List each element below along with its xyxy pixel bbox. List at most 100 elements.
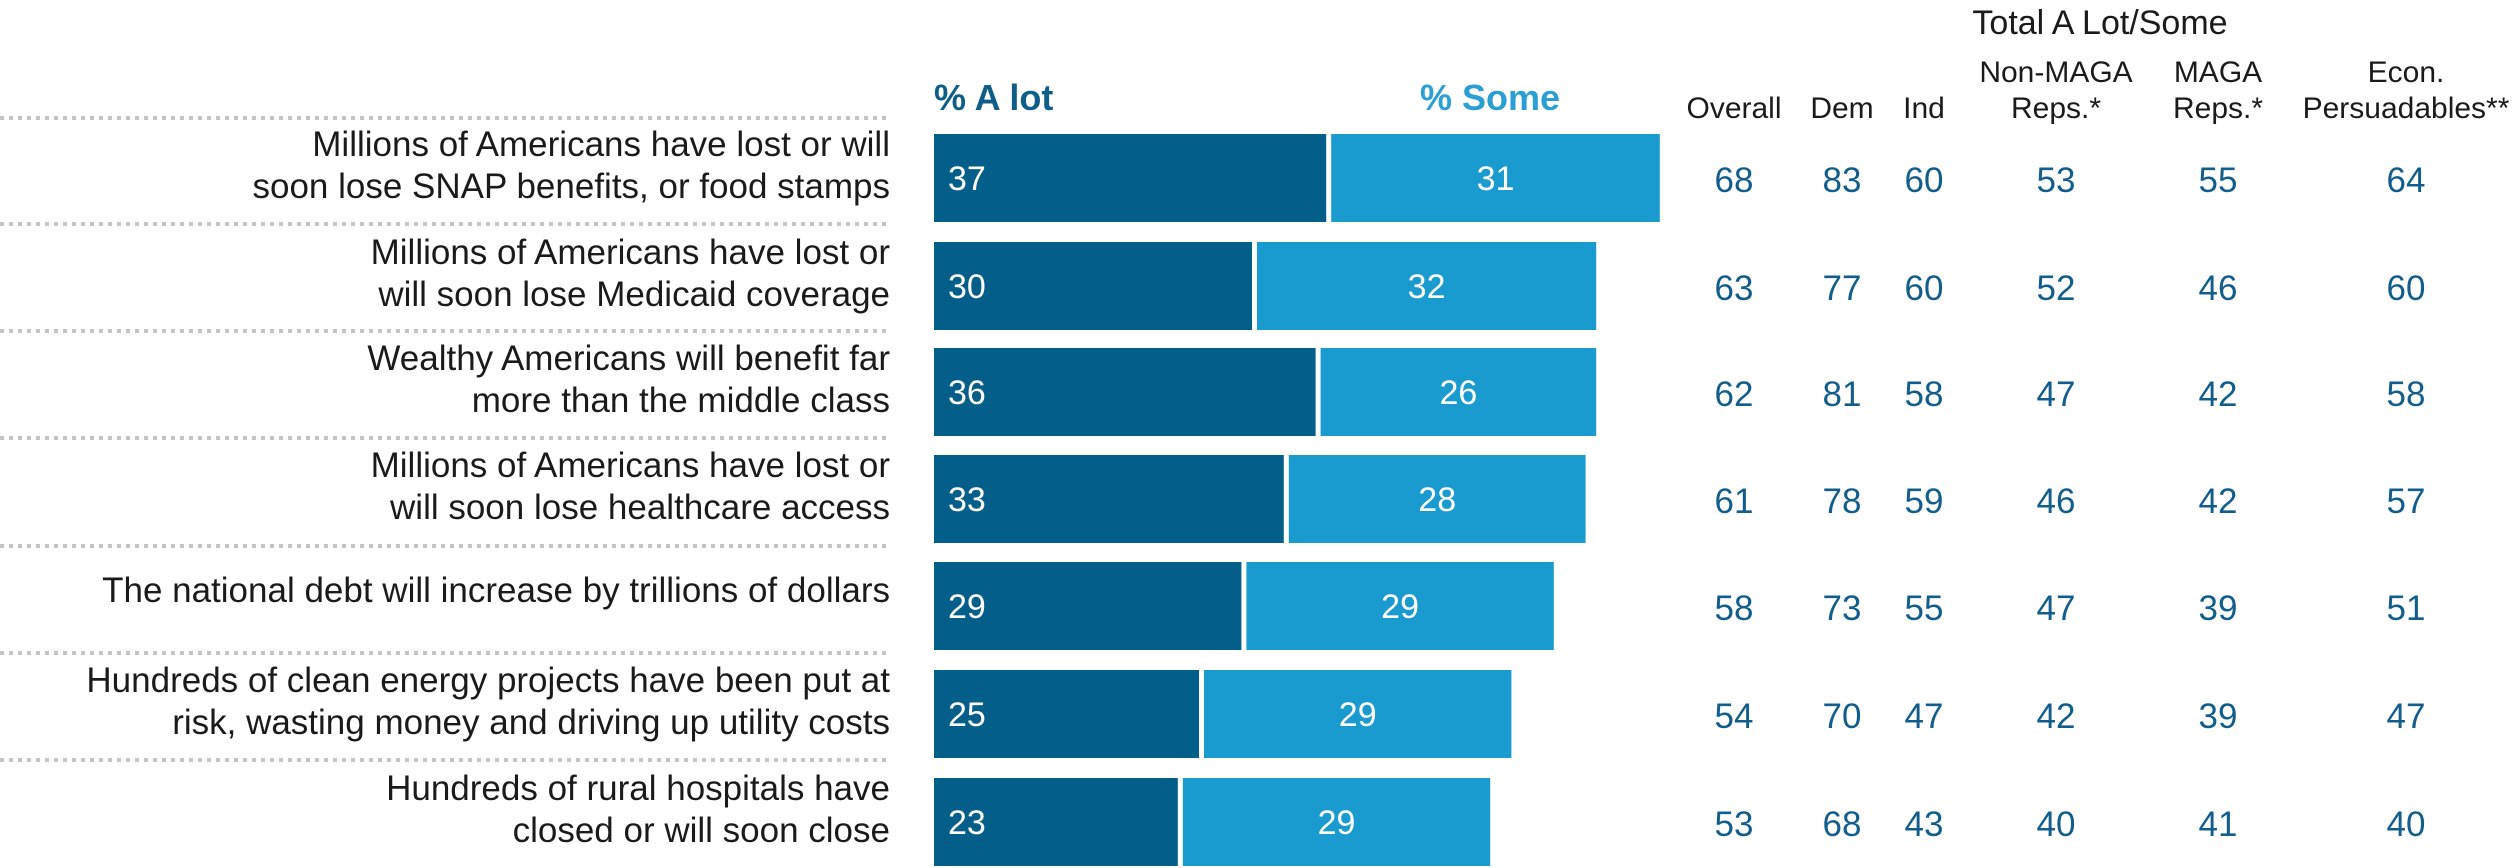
table-value: 43 [1905, 805, 1944, 844]
table-column-header-line: Ind [1903, 92, 1945, 125]
table-value: 47 [2387, 697, 2426, 736]
table-value: 42 [2037, 697, 2076, 736]
table-value: 64 [2387, 161, 2426, 200]
row-label-line: Millions of Americans have lost or will [312, 125, 890, 164]
bar-some [1288, 455, 1586, 543]
table-column-header: Econ. Persuadables** [2303, 56, 2510, 125]
bar-a-lot [934, 242, 1252, 330]
bar-a-lot-label: 36 [948, 374, 986, 412]
bar-a-lot-label: 33 [948, 481, 986, 519]
row-label-line: Hundreds of clean energy projects have b… [86, 661, 890, 700]
table-column-header: Non-MAGA Reps.* [1979, 56, 2132, 125]
table-value: 42 [2199, 375, 2238, 414]
row-label: Hundreds of rural hospitals have closed o… [386, 769, 890, 850]
table-value: 58 [1715, 589, 1754, 628]
bar-a-lot-label: 30 [948, 268, 986, 306]
row-label: Millions of Americans have lost or will s… [371, 446, 891, 527]
table-value: 55 [2199, 161, 2238, 200]
bar-a-lot [934, 670, 1199, 758]
table-value: 40 [2387, 805, 2426, 844]
bar-a-lot [934, 455, 1284, 543]
table-value: 62 [1715, 375, 1754, 414]
table-value: 60 [1905, 269, 1944, 308]
bar-some-label: 29 [1381, 588, 1419, 626]
table-value: 60 [2387, 269, 2426, 308]
table-value: 63 [1715, 269, 1754, 308]
row-label-line: Wealthy Americans will benefit far [367, 339, 890, 378]
table-column-header-line: MAGA [2174, 56, 2262, 89]
bar-some [1257, 242, 1597, 330]
table-column-header: Dem [1810, 92, 1873, 125]
row-label-line: closed or will soon close [513, 811, 890, 850]
table-column-header: MAGA Reps.* [2173, 56, 2263, 125]
table-column-header-line: Dem [1810, 92, 1873, 125]
table-value: 77 [1823, 269, 1862, 308]
row-label-line: Millions of Americans have lost or [371, 446, 891, 485]
table-value: 58 [2387, 375, 2426, 414]
row-label-line: soon lose SNAP benefits, or food stamps [253, 167, 891, 206]
row-label: Wealthy Americans will benefit far more t… [367, 339, 890, 420]
bar-some-label: 26 [1439, 374, 1477, 412]
table-value: 68 [1823, 805, 1862, 844]
table-value: 40 [2037, 805, 2076, 844]
bar-a-lot [934, 134, 1327, 222]
row-label-line: will soon lose Medicaid coverage [377, 275, 890, 314]
table-value: 73 [1823, 589, 1862, 628]
table-value: 61 [1715, 482, 1754, 521]
row-label-line: Hundreds of rural hospitals have [386, 769, 890, 808]
bar-a-lot-label: 23 [948, 804, 986, 842]
table-value: 47 [1905, 697, 1944, 736]
table-column-header-line: Reps.* [2011, 92, 2101, 125]
row-separators [0, 116, 890, 762]
bar-some [1246, 562, 1554, 650]
table-column-header-line: Reps.* [2173, 92, 2263, 125]
table-value: 81 [1823, 375, 1862, 414]
row-label-line: risk, wasting money and driving up utili… [172, 703, 890, 742]
table-value: 46 [2037, 482, 2076, 521]
bar-some-label: 29 [1318, 804, 1356, 842]
bar-a-lot-label: 25 [948, 696, 986, 734]
row-label: The national debt will increase by trill… [102, 571, 890, 610]
bar-some-label: 31 [1477, 160, 1515, 198]
table-column-header-line: Persuadables** [2303, 92, 2510, 125]
bar-a-lot [934, 778, 1178, 866]
row-label: Hundreds of clean energy projects have b… [86, 661, 890, 742]
row-label-line: The national debt will increase by trill… [102, 571, 890, 610]
table-value: 42 [2199, 482, 2238, 521]
row-label-line: Millions of Americans have lost or [371, 233, 891, 272]
table-value: 53 [1715, 805, 1754, 844]
row-labels: Millions of Americans have lost or will s… [86, 125, 890, 850]
table-value: 58 [1905, 375, 1944, 414]
table-column-header-line: Econ. [2368, 56, 2445, 89]
bar-a-lot-label: 37 [948, 160, 986, 198]
table-value: 39 [2199, 697, 2238, 736]
table-value: 60 [1905, 161, 1944, 200]
table-value: 47 [2037, 375, 2076, 414]
legend-a-lot: % A lot [934, 77, 1053, 118]
table-value: 47 [2037, 589, 2076, 628]
table-value: 54 [1715, 697, 1754, 736]
bar-some [1331, 134, 1660, 222]
table-value: 59 [1905, 482, 1944, 521]
bar-marks: 37 31 30 32 36 26 33 28 29 29 25 29 23 29 [934, 134, 1660, 866]
table-value: 52 [2037, 269, 2076, 308]
bar-some-label: 32 [1408, 268, 1446, 306]
bar-some [1320, 348, 1597, 436]
table-column-header-line: Overall [1686, 92, 1781, 125]
table-column-header: Ind [1903, 92, 1945, 125]
bar-some [1182, 778, 1491, 866]
table-value: 55 [1905, 589, 1944, 628]
row-label-line: will soon lose healthcare access [389, 488, 890, 527]
bar-some-label: 29 [1339, 696, 1377, 734]
bar-some [1204, 670, 1512, 758]
row-label-line: more than the middle class [472, 381, 890, 420]
table-value: 83 [1823, 161, 1862, 200]
table-value: 70 [1823, 697, 1862, 736]
table-value: 78 [1823, 482, 1862, 521]
table-value: 51 [2387, 589, 2426, 628]
row-label: Millions of Americans have lost or will s… [253, 125, 891, 206]
table-value: 39 [2199, 589, 2238, 628]
table-value: 68 [1715, 161, 1754, 200]
